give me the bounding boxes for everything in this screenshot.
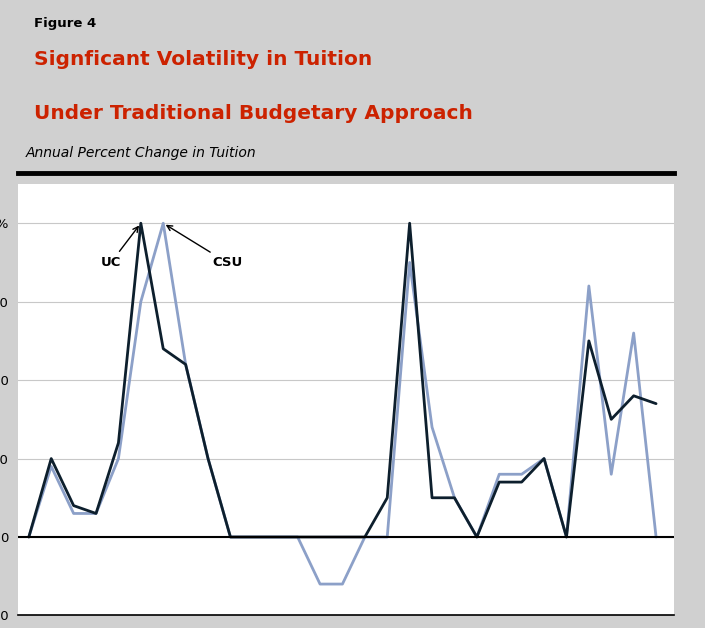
Text: Annual Percent Change in Tuition: Annual Percent Change in Tuition bbox=[25, 146, 256, 160]
Text: Figure 4: Figure 4 bbox=[34, 16, 97, 30]
Text: UC: UC bbox=[101, 227, 138, 269]
Text: Under Traditional Budgetary Approach: Under Traditional Budgetary Approach bbox=[34, 104, 473, 123]
Text: CSU: CSU bbox=[167, 225, 243, 269]
Text: Signficant Volatility in Tuition: Signficant Volatility in Tuition bbox=[34, 50, 372, 69]
